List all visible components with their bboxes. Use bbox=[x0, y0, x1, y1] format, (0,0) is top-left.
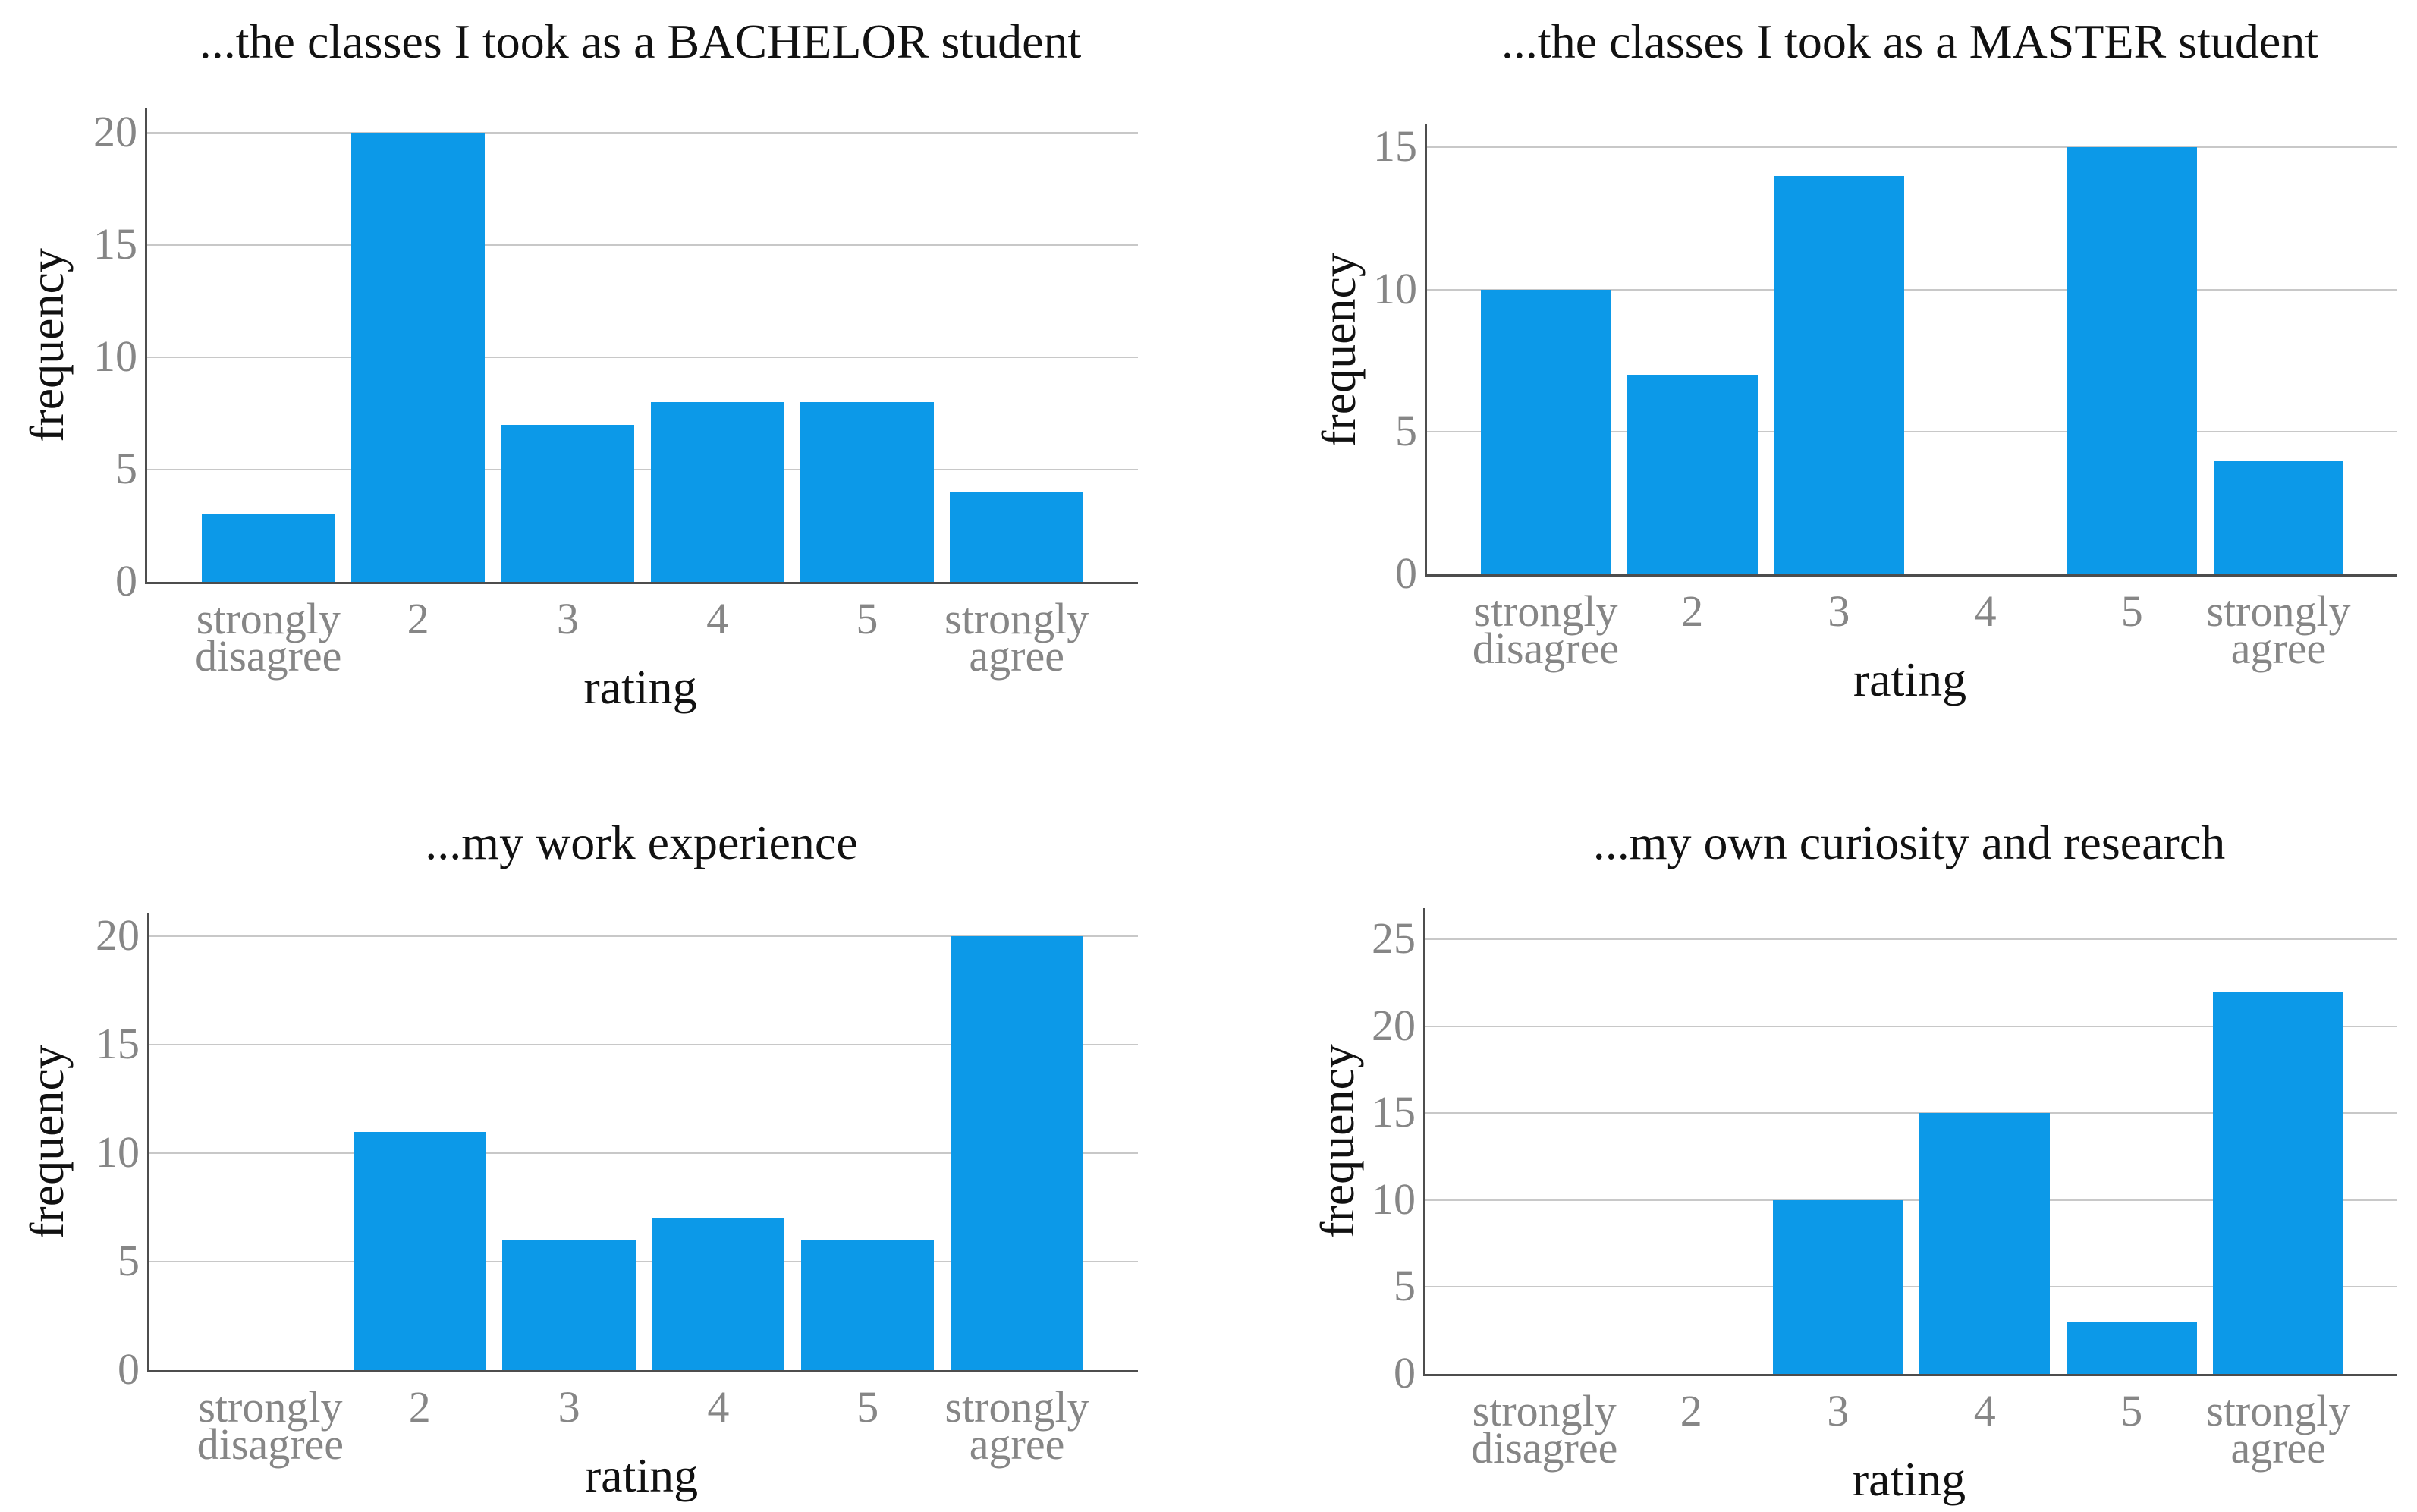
gridline-y-5 bbox=[1427, 431, 2397, 433]
gridline-y-15 bbox=[147, 244, 1138, 246]
gridline-y-5 bbox=[149, 1261, 1138, 1263]
x-tick-label: 2 bbox=[1680, 1386, 1702, 1435]
y-tick-label: 10 bbox=[1372, 1174, 1416, 1224]
bar-3 bbox=[501, 424, 635, 582]
y-tick-label: 0 bbox=[1395, 548, 1417, 598]
y-tick-label: 5 bbox=[115, 443, 137, 493]
x-tick-label: 2 bbox=[408, 1382, 431, 1432]
y-tick-label: 5 bbox=[118, 1235, 140, 1285]
chart-panel-3: ...my own curiosity and research frequenc… bbox=[1208, 756, 2417, 1511]
chart-panel-0: ...the classes I took as a BACHELOR stud… bbox=[0, 0, 1208, 756]
x-tick-label: strongly disagree bbox=[1472, 586, 1620, 674]
y-tick-label: 15 bbox=[96, 1019, 140, 1069]
x-tick-label: strongly disagree bbox=[196, 1382, 344, 1470]
x-axis-label: rating bbox=[1852, 1452, 1966, 1506]
x-tick-label: strongly agree bbox=[2206, 1386, 2351, 1473]
bar-5 bbox=[800, 402, 934, 582]
bar-3 bbox=[1773, 175, 1904, 574]
x-tick-label: 2 bbox=[1681, 586, 1704, 636]
plot-area bbox=[1425, 124, 2397, 577]
chart-title: ...my work experience bbox=[425, 816, 858, 869]
x-axis-label: rating bbox=[1853, 652, 1967, 706]
plot-area bbox=[145, 108, 1138, 584]
x-tick-label: 5 bbox=[2120, 1386, 2143, 1435]
y-tick-label: 10 bbox=[96, 1127, 140, 1177]
x-axis-label: rating bbox=[583, 660, 697, 714]
gridline-y-20 bbox=[147, 131, 1138, 134]
x-tick-label: 4 bbox=[1973, 1386, 1996, 1435]
x-tick-label: strongly disagree bbox=[195, 594, 342, 681]
y-tick-label: 20 bbox=[93, 106, 137, 156]
y-tick-label: 0 bbox=[118, 1344, 140, 1394]
y-tick-label: 25 bbox=[1372, 913, 1416, 963]
x-tick-label: strongly agree bbox=[2206, 586, 2351, 674]
bar-strongly-agree bbox=[950, 936, 1084, 1370]
bar-3 bbox=[502, 1240, 636, 1370]
y-tick-label: 15 bbox=[1372, 1087, 1416, 1137]
x-tick-label: 4 bbox=[707, 1382, 730, 1432]
x-tick-label: 3 bbox=[558, 1382, 580, 1432]
x-axis-label: rating bbox=[584, 1448, 699, 1502]
chart-title: ...my own curiosity and research bbox=[1592, 816, 2226, 869]
x-tick-label: 2 bbox=[407, 594, 429, 643]
x-tick-label: strongly agree bbox=[944, 1382, 1089, 1470]
y-tick-label: 20 bbox=[96, 910, 140, 960]
gridline-y-15 bbox=[1427, 146, 2397, 149]
x-tick-label: strongly agree bbox=[944, 594, 1089, 681]
bar-4 bbox=[652, 1218, 785, 1370]
gridline-y-20 bbox=[1425, 1025, 2397, 1027]
y-tick-label: 20 bbox=[1372, 1000, 1416, 1050]
y-tick-label: 5 bbox=[1394, 1261, 1416, 1311]
x-tick-label: 5 bbox=[856, 594, 878, 643]
chart-title: ...the classes I took as a MASTER studen… bbox=[1501, 14, 2319, 68]
bar-5 bbox=[801, 1240, 935, 1370]
x-tick-label: 5 bbox=[856, 1382, 879, 1432]
bar-2 bbox=[351, 132, 485, 582]
bar-strongly-agree bbox=[2213, 991, 2344, 1374]
bar-strongly-disagree bbox=[202, 514, 335, 582]
bar-4 bbox=[1919, 1113, 2051, 1374]
gridline-y-15 bbox=[149, 1044, 1138, 1046]
plot-area bbox=[147, 913, 1138, 1372]
bar-strongly-disagree bbox=[1480, 289, 1611, 574]
y-tick-label: 10 bbox=[93, 331, 137, 381]
y-tick-label: 10 bbox=[1373, 263, 1417, 313]
y-tick-label: 0 bbox=[115, 555, 137, 605]
gridline-y-25 bbox=[1425, 938, 2397, 941]
bar-4 bbox=[650, 402, 784, 582]
x-tick-label: 4 bbox=[706, 594, 729, 643]
bar-3 bbox=[1772, 1199, 1903, 1374]
gridline-y-5 bbox=[1425, 1286, 2397, 1288]
x-tick-label: 4 bbox=[1974, 586, 1997, 636]
y-tick-label: 15 bbox=[93, 218, 137, 269]
bar-5 bbox=[2067, 147, 2198, 574]
y-tick-label: 0 bbox=[1394, 1347, 1416, 1397]
bar-strongly-agree bbox=[950, 492, 1083, 582]
gridline-y-15 bbox=[1425, 1112, 2397, 1114]
gridline-y-20 bbox=[149, 935, 1138, 938]
bar-5 bbox=[2066, 1322, 2197, 1374]
gridline-y-10 bbox=[147, 356, 1138, 358]
y-tick-label: 15 bbox=[1373, 121, 1417, 171]
gridline-y-5 bbox=[147, 468, 1138, 470]
x-tick-label: 5 bbox=[2120, 586, 2143, 636]
chart-title: ...the classes I took as a BACHELOR stud… bbox=[199, 14, 1082, 68]
bar-strongly-agree bbox=[2213, 460, 2344, 574]
x-tick-label: strongly disagree bbox=[1471, 1386, 1618, 1473]
gridline-y-10 bbox=[1425, 1199, 2397, 1201]
gridline-y-10 bbox=[1427, 288, 2397, 291]
gridline-y-10 bbox=[149, 1152, 1138, 1155]
x-tick-label: 3 bbox=[1828, 586, 1850, 636]
bar-2 bbox=[1627, 375, 1758, 574]
plot-area bbox=[1423, 908, 2397, 1376]
chart-panel-1: ...the classes I took as a MASTER studen… bbox=[1208, 0, 2417, 756]
y-tick-label: 5 bbox=[1395, 406, 1417, 456]
bar-2 bbox=[353, 1131, 486, 1370]
x-tick-label: 3 bbox=[1827, 1386, 1850, 1435]
x-tick-label: 3 bbox=[556, 594, 579, 643]
